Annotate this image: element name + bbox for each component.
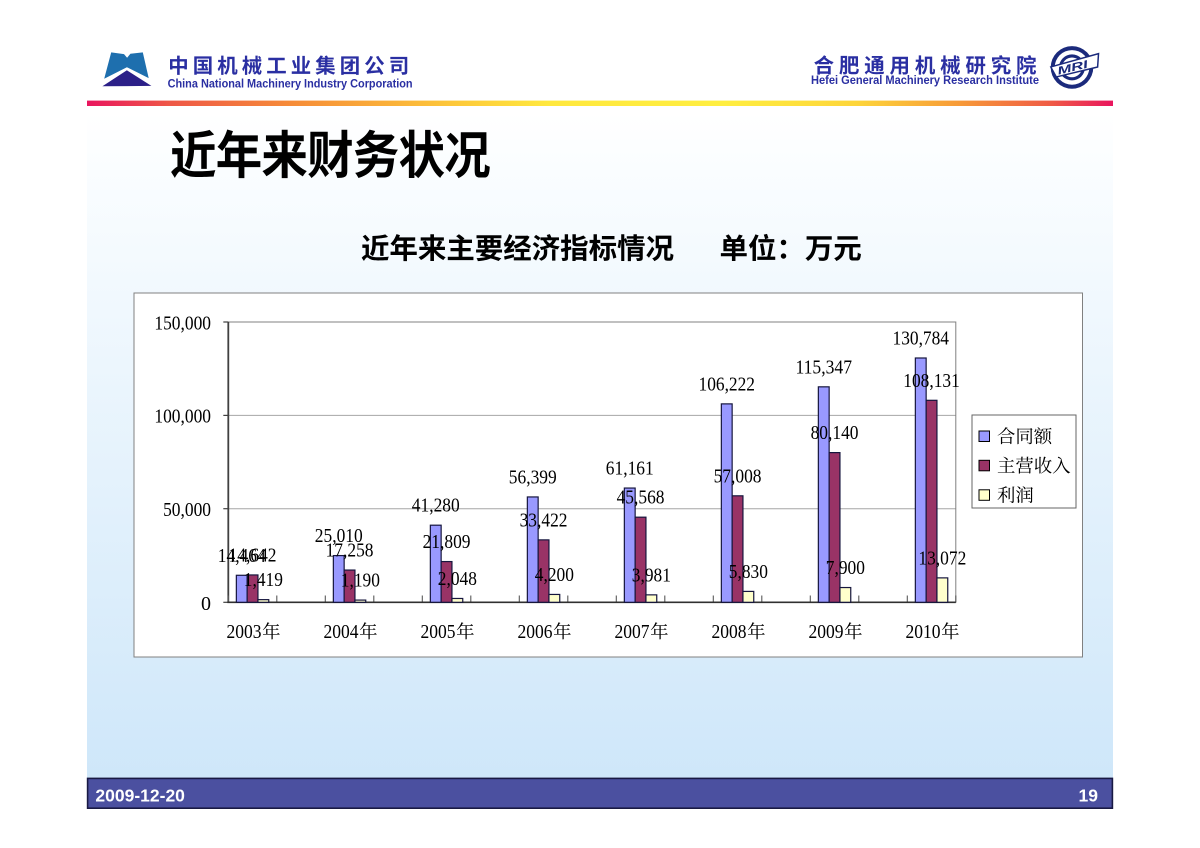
svg-text:1,190: 1,190 [341,570,380,592]
svg-text:Hefei General Machinery Resear: Hefei General Machinery Research Institu… [811,73,1039,87]
svg-text:100,000: 100,000 [154,406,211,428]
svg-text:China National Machinery Indus: China National Machinery Industry Corpor… [168,77,413,91]
svg-text:2003: 2003 [227,621,262,643]
svg-text:50,000: 50,000 [163,499,211,521]
svg-text:2006: 2006 [518,621,553,643]
svg-text:2009: 2009 [809,621,844,643]
svg-text:17,258: 17,258 [326,540,374,562]
svg-text:14,464: 14,464 [218,545,266,567]
svg-text:25,010: 25,010 [315,525,363,547]
svg-text:57,008: 57,008 [714,465,762,487]
svg-text:130,784: 130,784 [893,328,950,350]
svg-text:19: 19 [1079,786,1099,806]
svg-text:2010: 2010 [906,621,941,643]
svg-text:115,347: 115,347 [796,356,853,378]
svg-text:41,280: 41,280 [412,495,460,517]
svg-text:21,809: 21,809 [423,531,471,553]
svg-text:108,131: 108,131 [903,370,960,392]
svg-text:150,000: 150,000 [154,312,211,334]
svg-text:2005: 2005 [421,621,456,643]
svg-text:14,642: 14,642 [229,544,277,566]
svg-text:13,072: 13,072 [918,547,966,569]
svg-text:80,140: 80,140 [811,422,859,444]
svg-text:33,422: 33,422 [520,509,568,531]
svg-text:7,900: 7,900 [826,557,865,579]
svg-text:2009-12-20: 2009-12-20 [95,786,185,806]
svg-text:61,161: 61,161 [606,458,654,480]
svg-text:2004: 2004 [324,621,359,643]
svg-text:2,048: 2,048 [438,568,477,590]
svg-text:5,830: 5,830 [729,561,768,583]
svg-text:3,981: 3,981 [632,564,671,586]
svg-text:4,200: 4,200 [535,564,574,586]
svg-text:106,222: 106,222 [699,373,756,395]
svg-text:45,568: 45,568 [617,487,665,509]
svg-text:56,399: 56,399 [509,466,557,488]
svg-text:0: 0 [201,593,211,615]
svg-text:2008: 2008 [712,621,747,643]
svg-text:2007: 2007 [615,621,650,643]
svg-text:1,419: 1,419 [244,569,283,591]
